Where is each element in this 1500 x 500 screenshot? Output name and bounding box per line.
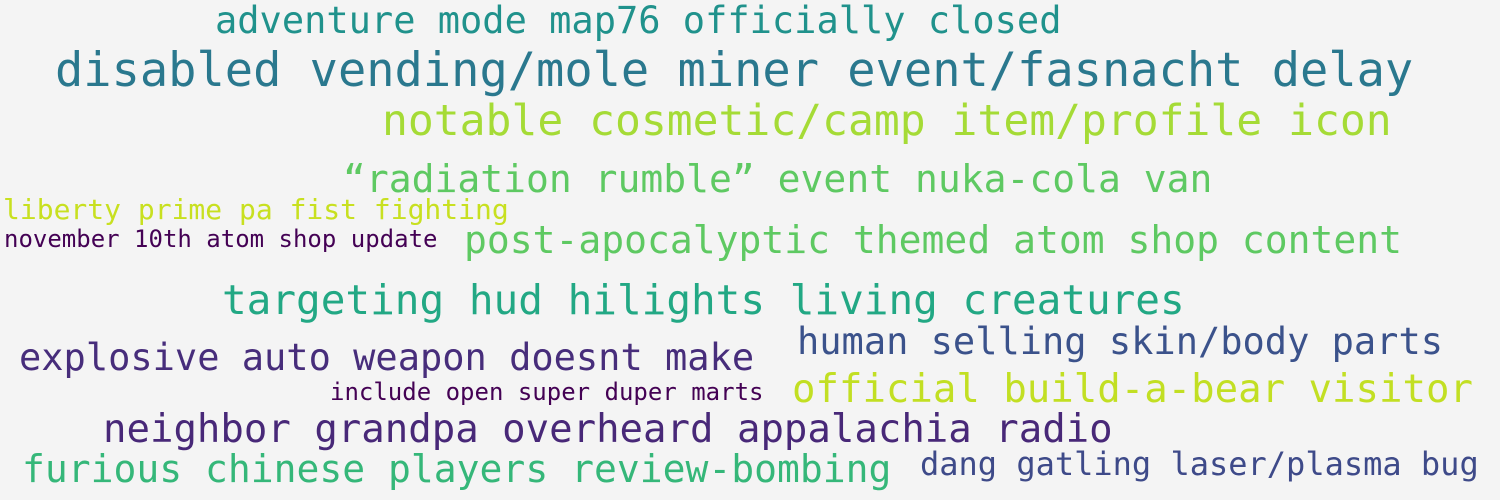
phrase-furious-chinese: furious chinese players review-bombing xyxy=(22,447,892,491)
phrase-explosive-auto: explosive auto weapon doesnt make xyxy=(19,336,755,379)
phrase-adventure-mode: adventure mode map76 officially closed xyxy=(215,0,1062,42)
phrase-official-build-a-bear: official build-a-bear visitor xyxy=(792,367,1473,412)
phrase-notable-cosmetic: notable cosmetic/camp item/profile icon xyxy=(382,96,1392,146)
phrase-targeting-hud: targeting hud hilights living creatures xyxy=(222,276,1185,324)
phrase-human-selling: human selling skin/body parts xyxy=(797,320,1444,363)
phrase-neighbor-grandpa: neighbor grandpa overheard appalachia ra… xyxy=(103,407,1113,452)
phrase-disabled-vending: disabled vending/mole miner event/fasnac… xyxy=(55,43,1414,98)
phrase-post-apocalyptic: post-apocalyptic themed atom shop conten… xyxy=(464,218,1402,262)
phrase-radiation-rumble: “radiation rumble” event nuka-cola van xyxy=(343,157,1213,201)
phrase-november-atom-shop: november 10th atom shop update xyxy=(4,225,438,253)
phrase-dang-gatling: dang gatling laser/plasma bug xyxy=(920,445,1479,483)
phrase-liberty-prime: liberty prime pa fist fighting xyxy=(3,193,509,226)
phrase-include-open: include open super duper marts xyxy=(330,378,764,406)
